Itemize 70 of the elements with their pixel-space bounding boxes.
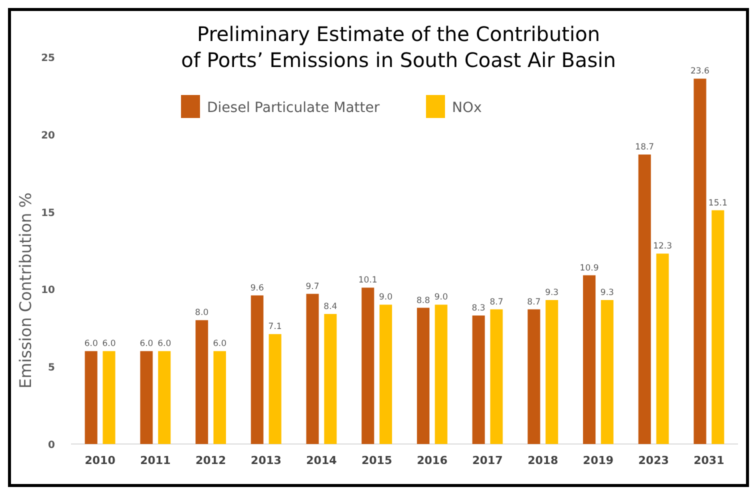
x-tick-label: 2031: [694, 454, 724, 467]
bar: [694, 78, 706, 444]
y-tick-label: 5: [48, 362, 56, 374]
y-tick-label: 20: [41, 130, 56, 142]
bar: [250, 295, 264, 444]
y-tick-label: 0: [48, 440, 56, 451]
x-tick-label: 2015: [362, 454, 392, 467]
data-label: 15.1: [708, 198, 728, 208]
bar: [472, 316, 485, 444]
data-label: 18.7: [635, 142, 654, 153]
data-label: 8.7: [490, 297, 504, 308]
data-label: 9.3: [545, 288, 559, 298]
bar: [528, 309, 540, 444]
x-tick-label: 2018: [528, 454, 558, 467]
data-label: 10.9: [580, 263, 599, 274]
bar: [600, 300, 614, 444]
bar: [140, 351, 153, 444]
bar: [84, 351, 98, 444]
bar: [306, 294, 319, 444]
data-label: 9.7: [306, 282, 320, 292]
legend-label: NOx: [452, 100, 482, 116]
data-label: 9.3: [600, 288, 614, 298]
bar: [213, 351, 226, 444]
x-tick-label: 2017: [472, 454, 503, 467]
x-tick-label: 2019: [582, 454, 614, 467]
bar: [324, 314, 337, 444]
y-axis-title: Emission Contribution %: [16, 192, 35, 388]
data-label: 23.6: [690, 66, 710, 77]
bar: [380, 304, 392, 444]
data-label: 6.0: [212, 339, 226, 350]
x-tick-label: 2014: [306, 454, 338, 467]
bar: [638, 154, 651, 444]
chart-title: Preliminary Estimate of the Contribution of Ports’ Emissions in South Coast Air Basin: [181, 22, 616, 72]
bar: [416, 308, 430, 444]
data-label: 6.0: [84, 339, 98, 350]
bar: [546, 300, 558, 444]
bar: [434, 304, 448, 444]
y-tick-label: 10: [41, 285, 56, 296]
y-tick-label: 15: [41, 208, 56, 219]
bar: [196, 320, 208, 444]
data-label: 8.0: [195, 308, 209, 318]
data-label: 8.8: [416, 296, 430, 306]
y-tick-label: 25: [41, 53, 56, 64]
bar: [490, 309, 503, 444]
legend-label: Diesel Particulate Matter: [207, 100, 380, 116]
data-label: 8.3: [472, 304, 486, 314]
x-tick-label: 2016: [416, 454, 448, 467]
data-label: 9.0: [379, 292, 393, 303]
data-label: 8.4: [324, 302, 338, 312]
bar: [362, 288, 374, 444]
x-tick-label: 2013: [250, 454, 282, 467]
x-tick-label: 2023: [638, 454, 669, 467]
bar: [268, 334, 282, 444]
data-label: 8.7: [527, 297, 541, 308]
data-label: 6.0: [158, 339, 172, 350]
x-tick-label: 2010: [84, 454, 116, 467]
bar: [656, 254, 669, 444]
data-label: 9.6: [250, 283, 264, 294]
bar: [158, 351, 171, 444]
data-label: 12.3: [653, 242, 672, 252]
data-label: 9.0: [434, 292, 448, 303]
x-tick-label: 2011: [140, 454, 171, 467]
bar: [712, 210, 724, 444]
data-label: 10.1: [358, 276, 378, 286]
x-tick-label: 2012: [195, 454, 226, 467]
data-label: 6.0: [102, 339, 116, 350]
data-label: 6.0: [140, 339, 154, 350]
bar: [583, 275, 596, 444]
data-label: 7.1: [268, 322, 282, 332]
bar: [102, 351, 116, 444]
